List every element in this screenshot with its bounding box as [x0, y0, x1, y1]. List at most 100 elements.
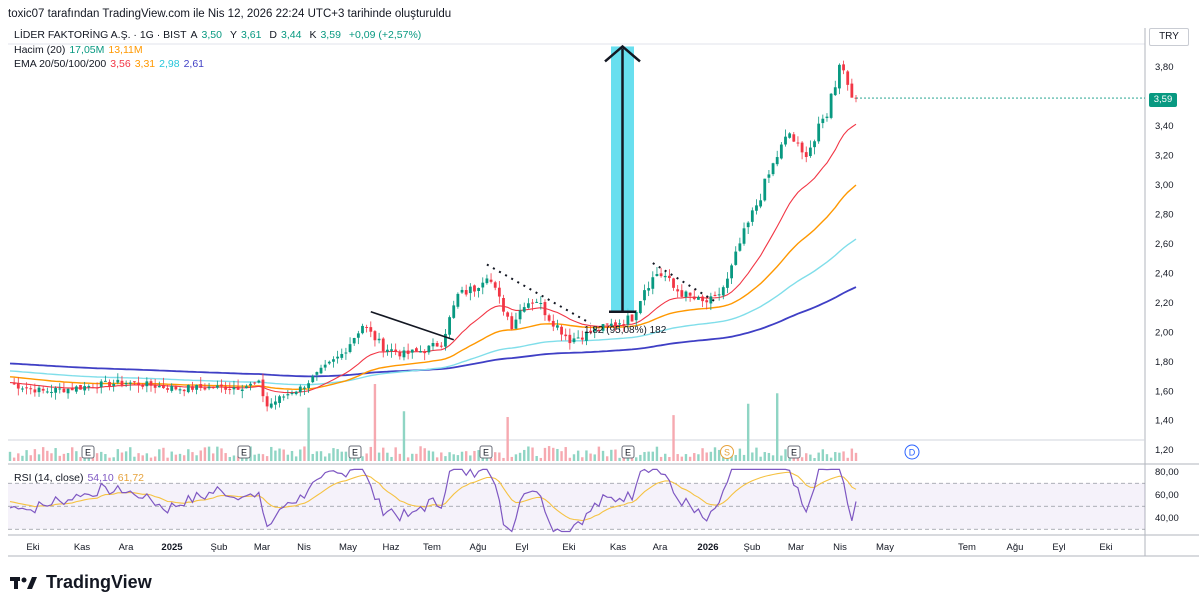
time-axis-tick: Haz — [383, 542, 400, 553]
instrument-legend[interactable]: LİDER FAKTORİNG A.Ş. · 1G · BIST A 3,50 Y… — [14, 29, 425, 41]
candle-body — [688, 292, 692, 296]
volume-bar — [668, 457, 671, 461]
volume-bar — [95, 453, 99, 461]
candle-body — [377, 338, 381, 341]
candle-body — [697, 297, 700, 300]
candle-body — [593, 328, 597, 332]
candle-body — [796, 142, 800, 144]
candle-body — [481, 282, 485, 288]
volume-bar — [290, 450, 294, 461]
candle-body — [186, 384, 190, 393]
candle-body — [779, 144, 783, 159]
trend-line-3 — [652, 262, 716, 303]
candle-body — [348, 344, 352, 352]
volume-bar — [688, 456, 692, 461]
candle-body — [228, 389, 232, 391]
time-axis-tick: Kas — [610, 542, 627, 553]
candle-body — [605, 323, 609, 325]
volume-bar — [232, 455, 236, 461]
volume-ma-value: 13,11M — [108, 44, 143, 56]
volume-bar — [166, 457, 169, 461]
candle-body — [45, 391, 49, 393]
candle-body — [369, 327, 373, 332]
volume-bar — [299, 449, 302, 461]
ema-legend[interactable]: EMA 20/50/100/200 3,56 3,31 2,98 2,61 — [14, 58, 208, 70]
candle-body — [203, 387, 207, 390]
volume-bar — [846, 457, 849, 461]
volume-bar — [170, 451, 173, 461]
price-axis-tick: 2,80 — [1155, 209, 1174, 220]
price-axis-tick: 1,80 — [1155, 357, 1174, 368]
candle-body — [622, 324, 626, 326]
candle-body — [684, 291, 688, 297]
volume-bar — [278, 448, 281, 461]
candle-body — [705, 300, 709, 303]
time-axis-tick: 2025 — [161, 542, 183, 553]
ema-label: EMA 20/50/100/200 — [14, 58, 107, 70]
time-axis-tick: Mar — [254, 542, 270, 553]
candle-body — [759, 200, 763, 207]
volume-bar — [62, 453, 66, 461]
volume-bar — [108, 457, 111, 461]
dividend-event-badge — [904, 444, 920, 460]
volume-bar — [427, 450, 431, 461]
volume-bar — [693, 453, 696, 461]
candle-body — [734, 251, 738, 265]
volume-bar — [800, 457, 804, 461]
volume-bar — [825, 454, 829, 461]
candle-body — [564, 334, 568, 337]
time-axis-tick: Ağu — [470, 542, 487, 553]
candle-body — [638, 301, 642, 314]
volume-bar — [153, 456, 157, 461]
candle-body — [394, 349, 398, 352]
candle-body — [385, 349, 389, 352]
volume-bar — [46, 450, 49, 461]
candle-body — [390, 349, 393, 351]
candle-body — [133, 381, 136, 383]
volume-bar — [145, 453, 149, 461]
candle-body — [460, 289, 464, 293]
candle-body — [738, 243, 742, 251]
earnings-event-badge — [479, 445, 493, 459]
volume-bar — [817, 452, 820, 461]
volume-bar — [270, 446, 273, 461]
volume-legend[interactable]: Hacim (20) 17,05M 13,11M — [14, 44, 147, 56]
candle-body — [336, 356, 340, 359]
earnings-event-label: E — [85, 448, 91, 458]
candle-body — [556, 325, 559, 328]
candle-body — [74, 386, 78, 392]
candle-body — [800, 142, 804, 153]
candle-body — [560, 326, 563, 335]
time-axis-tick: Ara — [119, 542, 135, 553]
candle-body — [813, 141, 816, 148]
candle-body — [124, 383, 128, 385]
candle-body — [37, 387, 41, 393]
volume-bar — [597, 446, 601, 461]
candle-body — [95, 387, 99, 389]
candle-body — [539, 303, 543, 305]
candle-body — [240, 389, 244, 391]
candle-body — [808, 147, 812, 157]
candle-body — [373, 331, 377, 341]
rsi-legend[interactable]: RSI (14, close) 54,10 61,72 — [14, 472, 148, 484]
tradingview-logo[interactable]: TradingView — [10, 572, 152, 593]
candle-body — [62, 388, 66, 393]
volume-bar — [66, 452, 70, 461]
volume-bar — [390, 456, 393, 461]
candle-body — [763, 178, 767, 201]
volume-bar — [274, 450, 277, 461]
candle-body — [842, 64, 845, 71]
volume-bar — [236, 456, 240, 461]
volume-bar — [585, 450, 588, 461]
volume-bar — [323, 456, 327, 461]
time-axis-tick: Eki — [26, 542, 39, 553]
candle-body — [162, 385, 165, 389]
volume-bar — [618, 457, 621, 461]
volume-bar — [680, 456, 684, 461]
volume-bar — [124, 451, 128, 461]
candle-body — [352, 337, 356, 344]
volume-bar — [340, 451, 343, 461]
currency-button[interactable]: TRY — [1149, 28, 1189, 46]
